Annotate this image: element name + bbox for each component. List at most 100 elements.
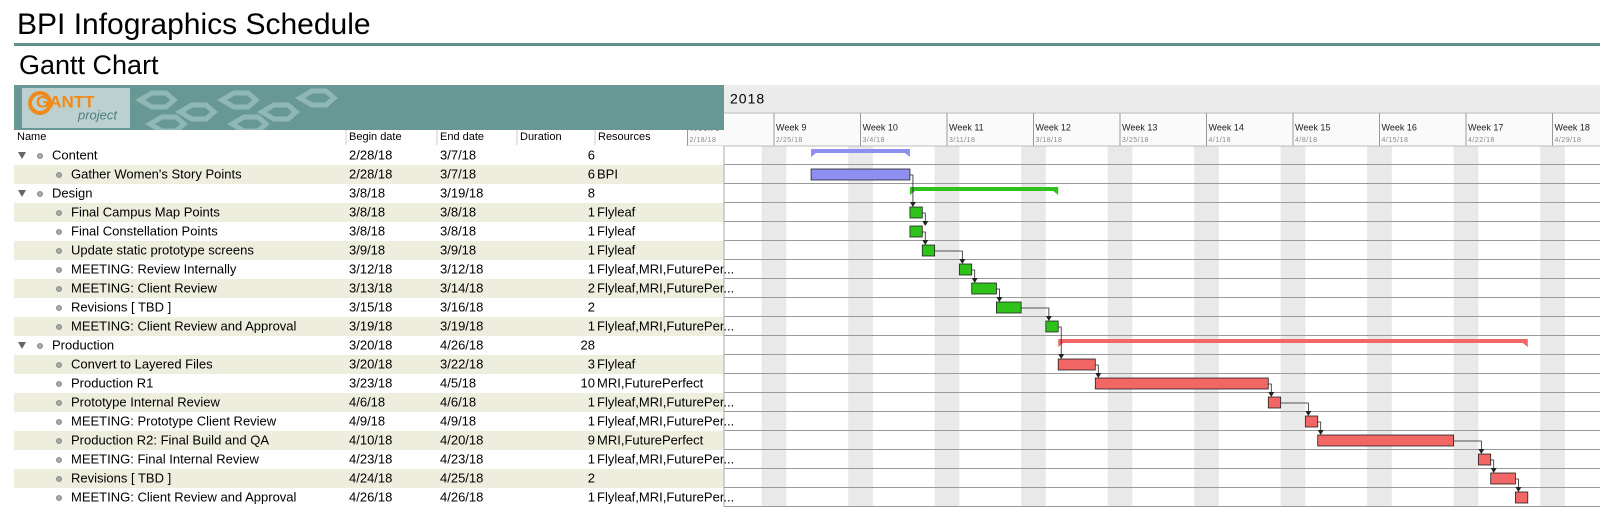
task-resources: MRI,FuturePerfect [597,432,704,447]
task-begin: 3/9/18 [349,242,385,257]
week-label: Week 12 [1036,122,1071,132]
task-name: MEETING: Prototype Client Review [71,413,277,428]
task-duration: 2 [588,470,595,485]
task-duration: 1 [588,242,595,257]
weekend-shade [1108,146,1133,507]
task-resources: Flyleaf,MRI,FuturePer... [597,413,734,428]
task-duration: 1 [588,413,595,428]
tree-bullet [57,287,62,292]
task-end: 3/9/18 [440,242,476,257]
tree-bullet [57,230,62,235]
task-begin: 3/23/18 [349,375,392,390]
task-end: 3/19/18 [440,318,483,333]
dependency-arrow [1046,316,1052,321]
task-begin: 4/9/18 [349,413,385,428]
weekend-shade [935,146,960,507]
task-bar [1491,473,1516,484]
week-date: 4/29/18 [1555,137,1582,144]
task-duration: 1 [588,394,595,409]
weekend-shade [1281,146,1306,507]
task-duration: 6 [588,166,595,181]
task-duration: 3 [588,356,595,371]
task-resources: Flyleaf,MRI,FuturePer... [597,280,734,295]
dependency-arrow [910,202,916,207]
task-end: 3/19/18 [440,185,483,200]
task-name: Update static prototype screens [71,242,254,257]
tree-bullet [57,382,62,387]
week-label: Week 13 [1122,122,1157,132]
dependency-arrow [1491,468,1497,473]
dependency-arrow [1095,373,1101,378]
task-begin: 3/8/18 [349,204,385,219]
task-bar [922,245,934,256]
task-name: Production R1 [71,375,153,390]
task-resources: MRI,FuturePerfect [597,375,704,390]
week-label: Week 11 [949,122,984,132]
task-duration: 8 [588,185,595,200]
dependency-arrow [1268,392,1274,397]
task-end: 4/26/18 [440,337,483,352]
task-name: MEETING: Client Review and Approval [71,318,297,333]
task-name: Final Campus Map Points [71,204,220,219]
task-begin: 2/28/18 [349,147,392,162]
task-table: GANTT project Content2/28/183/7/186Gathe… [14,85,734,507]
task-name: Revisions [ TBD ] [71,299,171,314]
tree-bullet [57,401,62,406]
page-subtitle: Gantt Chart [19,50,159,80]
task-bar [1268,397,1280,408]
dependency-line [1095,365,1098,374]
task-name: MEETING: Review Internally [71,261,237,276]
dependency-arrow [1058,354,1064,359]
task-duration: 2 [588,299,595,314]
task-bar [1046,321,1058,332]
task-end: 4/25/18 [440,470,483,485]
weekend-shade [1367,146,1392,507]
task-resources: BPI [597,166,618,181]
task-end: 4/5/18 [440,375,476,390]
weekend-shade [1454,146,1479,507]
task-duration: 1 [588,489,595,504]
task-begin: 3/19/18 [349,318,392,333]
week-label: Week 14 [1209,122,1244,132]
dependency-line [972,270,975,279]
tree-bullet [57,458,62,463]
task-begin: 3/20/18 [349,356,392,371]
dependency-arrow [922,221,928,226]
column-header: Resources [598,131,651,143]
week-date: 3/11/18 [949,137,975,144]
task-name: Content [52,147,98,162]
task-name: Convert to Layered Files [71,356,213,371]
title-rule [14,43,1600,46]
task-begin: 3/8/18 [349,185,385,200]
tree-bullet [57,268,62,273]
week-label: Week 17 [1468,122,1503,132]
task-begin: 3/20/18 [349,337,392,352]
task-name: Design [52,185,92,200]
week-label: Week 18 [1555,122,1590,132]
task-resources: Flyleaf,MRI,FuturePer... [597,394,734,409]
week-date: 2/25/18 [776,137,803,144]
task-duration: 1 [588,318,595,333]
year-label: 2018 [730,91,765,107]
dependency-arrow [922,240,928,245]
task-bar [910,207,922,218]
task-begin: 3/12/18 [349,261,392,276]
task-end: 3/12/18 [440,261,483,276]
task-name: Production [52,337,114,352]
dependency-arrow [1305,411,1311,416]
column-header: Begin date [349,131,402,143]
tree-bullet [57,496,62,501]
task-end: 3/14/18 [440,280,483,295]
task-end: 3/7/18 [440,147,476,162]
task-resources: Flyleaf [597,223,636,238]
task-bar [1095,378,1268,389]
dependency-arrow [959,259,965,264]
task-name: MEETING: Client Review [71,280,218,295]
week-date: 4/8/18 [1295,137,1317,144]
dependency-line [1268,384,1271,393]
task-end: 3/16/18 [440,299,483,314]
week-label: Week 10 [863,122,898,132]
weekend-shade [762,146,787,507]
column-header: Name [17,131,46,143]
